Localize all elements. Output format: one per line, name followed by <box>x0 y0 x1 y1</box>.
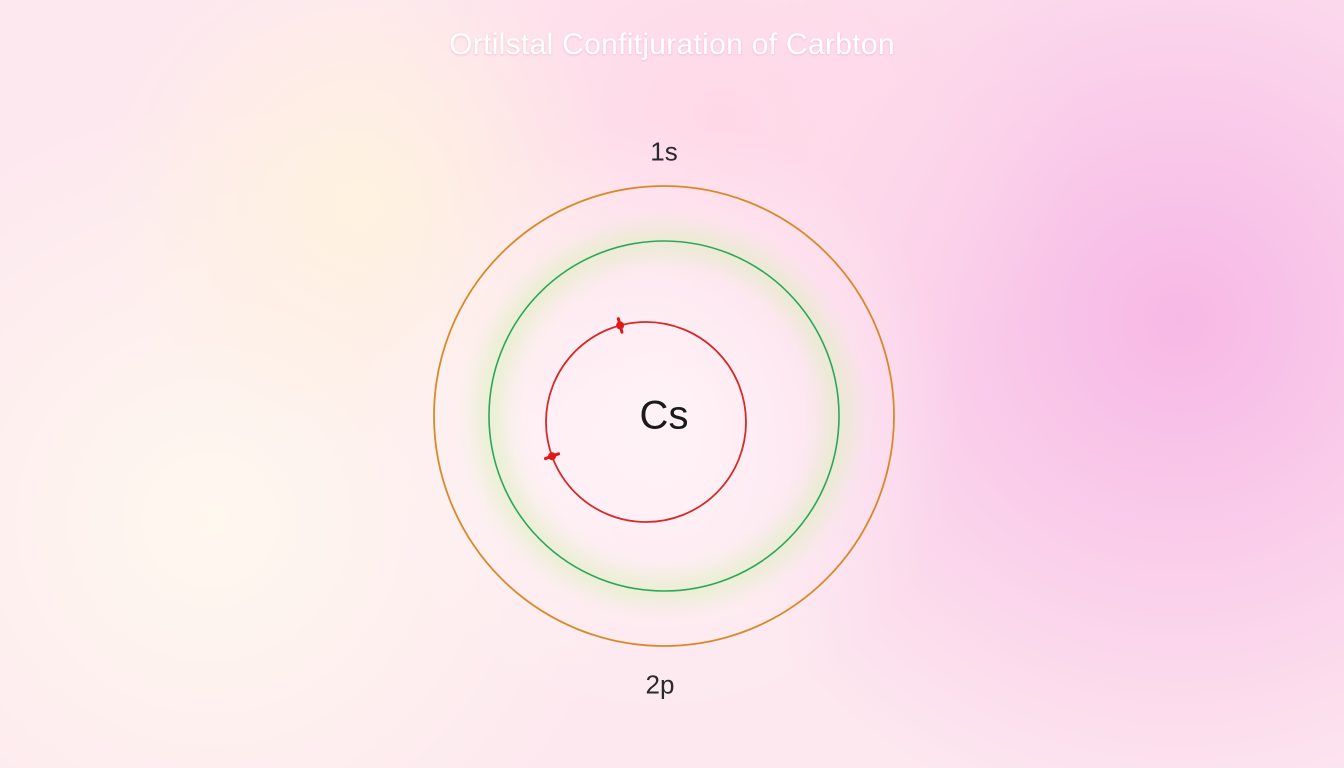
orbit-label-bottom: 2p <box>646 670 675 701</box>
nucleus-label: Cs <box>640 394 689 439</box>
electron-tick <box>618 319 622 333</box>
orbital-diagram <box>0 0 1344 768</box>
diagram-canvas: Ortilstal Confitjuration of Carbton 1s 2… <box>0 0 1344 768</box>
orbit-label-top: 1s <box>650 137 677 168</box>
